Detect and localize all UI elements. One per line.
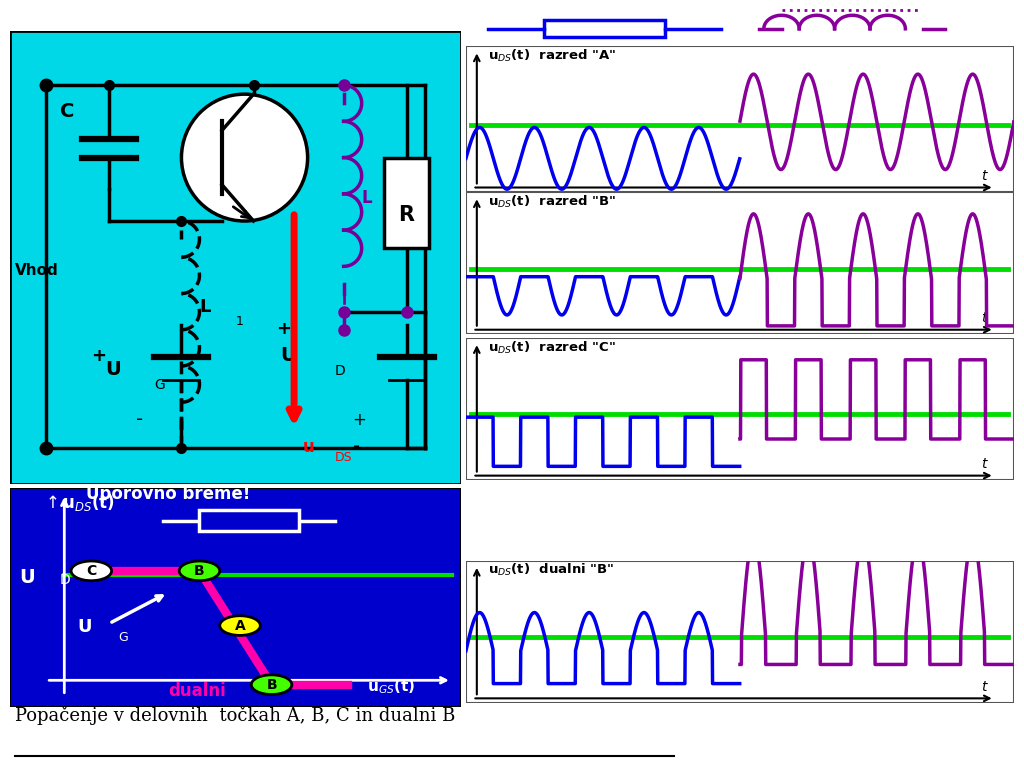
Text: DS: DS: [335, 451, 352, 464]
Text: u$_{DS}$(t)  dualni "B": u$_{DS}$(t) dualni "B": [487, 562, 614, 578]
Text: dualni: dualni: [168, 682, 225, 700]
Text: L: L: [200, 298, 211, 316]
Text: B: B: [266, 677, 276, 692]
Text: -: -: [136, 410, 143, 429]
Text: D: D: [335, 364, 345, 378]
Text: u: u: [303, 438, 314, 456]
Text: +: +: [276, 320, 291, 339]
Circle shape: [181, 94, 307, 221]
Text: L: L: [361, 189, 373, 207]
Circle shape: [179, 561, 220, 581]
Text: Uporovno breme!: Uporovno breme!: [86, 485, 250, 502]
Text: u$_{DS}$(t)  razred "C": u$_{DS}$(t) razred "C": [487, 339, 615, 356]
Circle shape: [71, 561, 112, 581]
Bar: [200, 510, 299, 531]
Text: D: D: [59, 573, 71, 587]
Text: U: U: [78, 618, 92, 636]
Text: U: U: [281, 346, 296, 366]
Text: u$_{DS}$(t)  razred "A": u$_{DS}$(t) razred "A": [487, 48, 615, 65]
Text: C: C: [86, 564, 96, 578]
Text: +: +: [352, 411, 367, 429]
Text: Vhod: Vhod: [14, 263, 58, 278]
Text: u$_{GS}$(t): u$_{GS}$(t): [368, 677, 416, 696]
Text: R: R: [397, 205, 414, 225]
Text: Popačenje v delovnih  točkah A, B, C in dualni B: Popačenje v delovnih točkah A, B, C in d…: [15, 706, 456, 725]
Text: U: U: [19, 568, 35, 587]
Text: t: t: [981, 311, 986, 325]
Text: t: t: [981, 457, 986, 471]
Text: U: U: [104, 360, 121, 379]
Text: B: B: [195, 564, 205, 578]
Text: 2: 2: [393, 208, 400, 219]
Text: 1: 1: [236, 315, 244, 328]
Text: -: -: [352, 437, 359, 456]
Text: C: C: [59, 102, 74, 121]
Text: t: t: [981, 169, 986, 183]
Text: t: t: [981, 680, 986, 694]
Circle shape: [251, 675, 292, 694]
Bar: [384, 157, 429, 248]
Circle shape: [220, 616, 260, 635]
Text: $\uparrow$u$_{DS}$(t): $\uparrow$u$_{DS}$(t): [42, 492, 115, 513]
Text: +: +: [91, 347, 106, 366]
Text: A: A: [234, 618, 246, 633]
Text: G: G: [119, 631, 128, 644]
Text: G: G: [155, 378, 165, 392]
Text: u$_{DS}$(t)  razred "B": u$_{DS}$(t) razred "B": [487, 194, 615, 210]
Bar: [544, 20, 666, 37]
